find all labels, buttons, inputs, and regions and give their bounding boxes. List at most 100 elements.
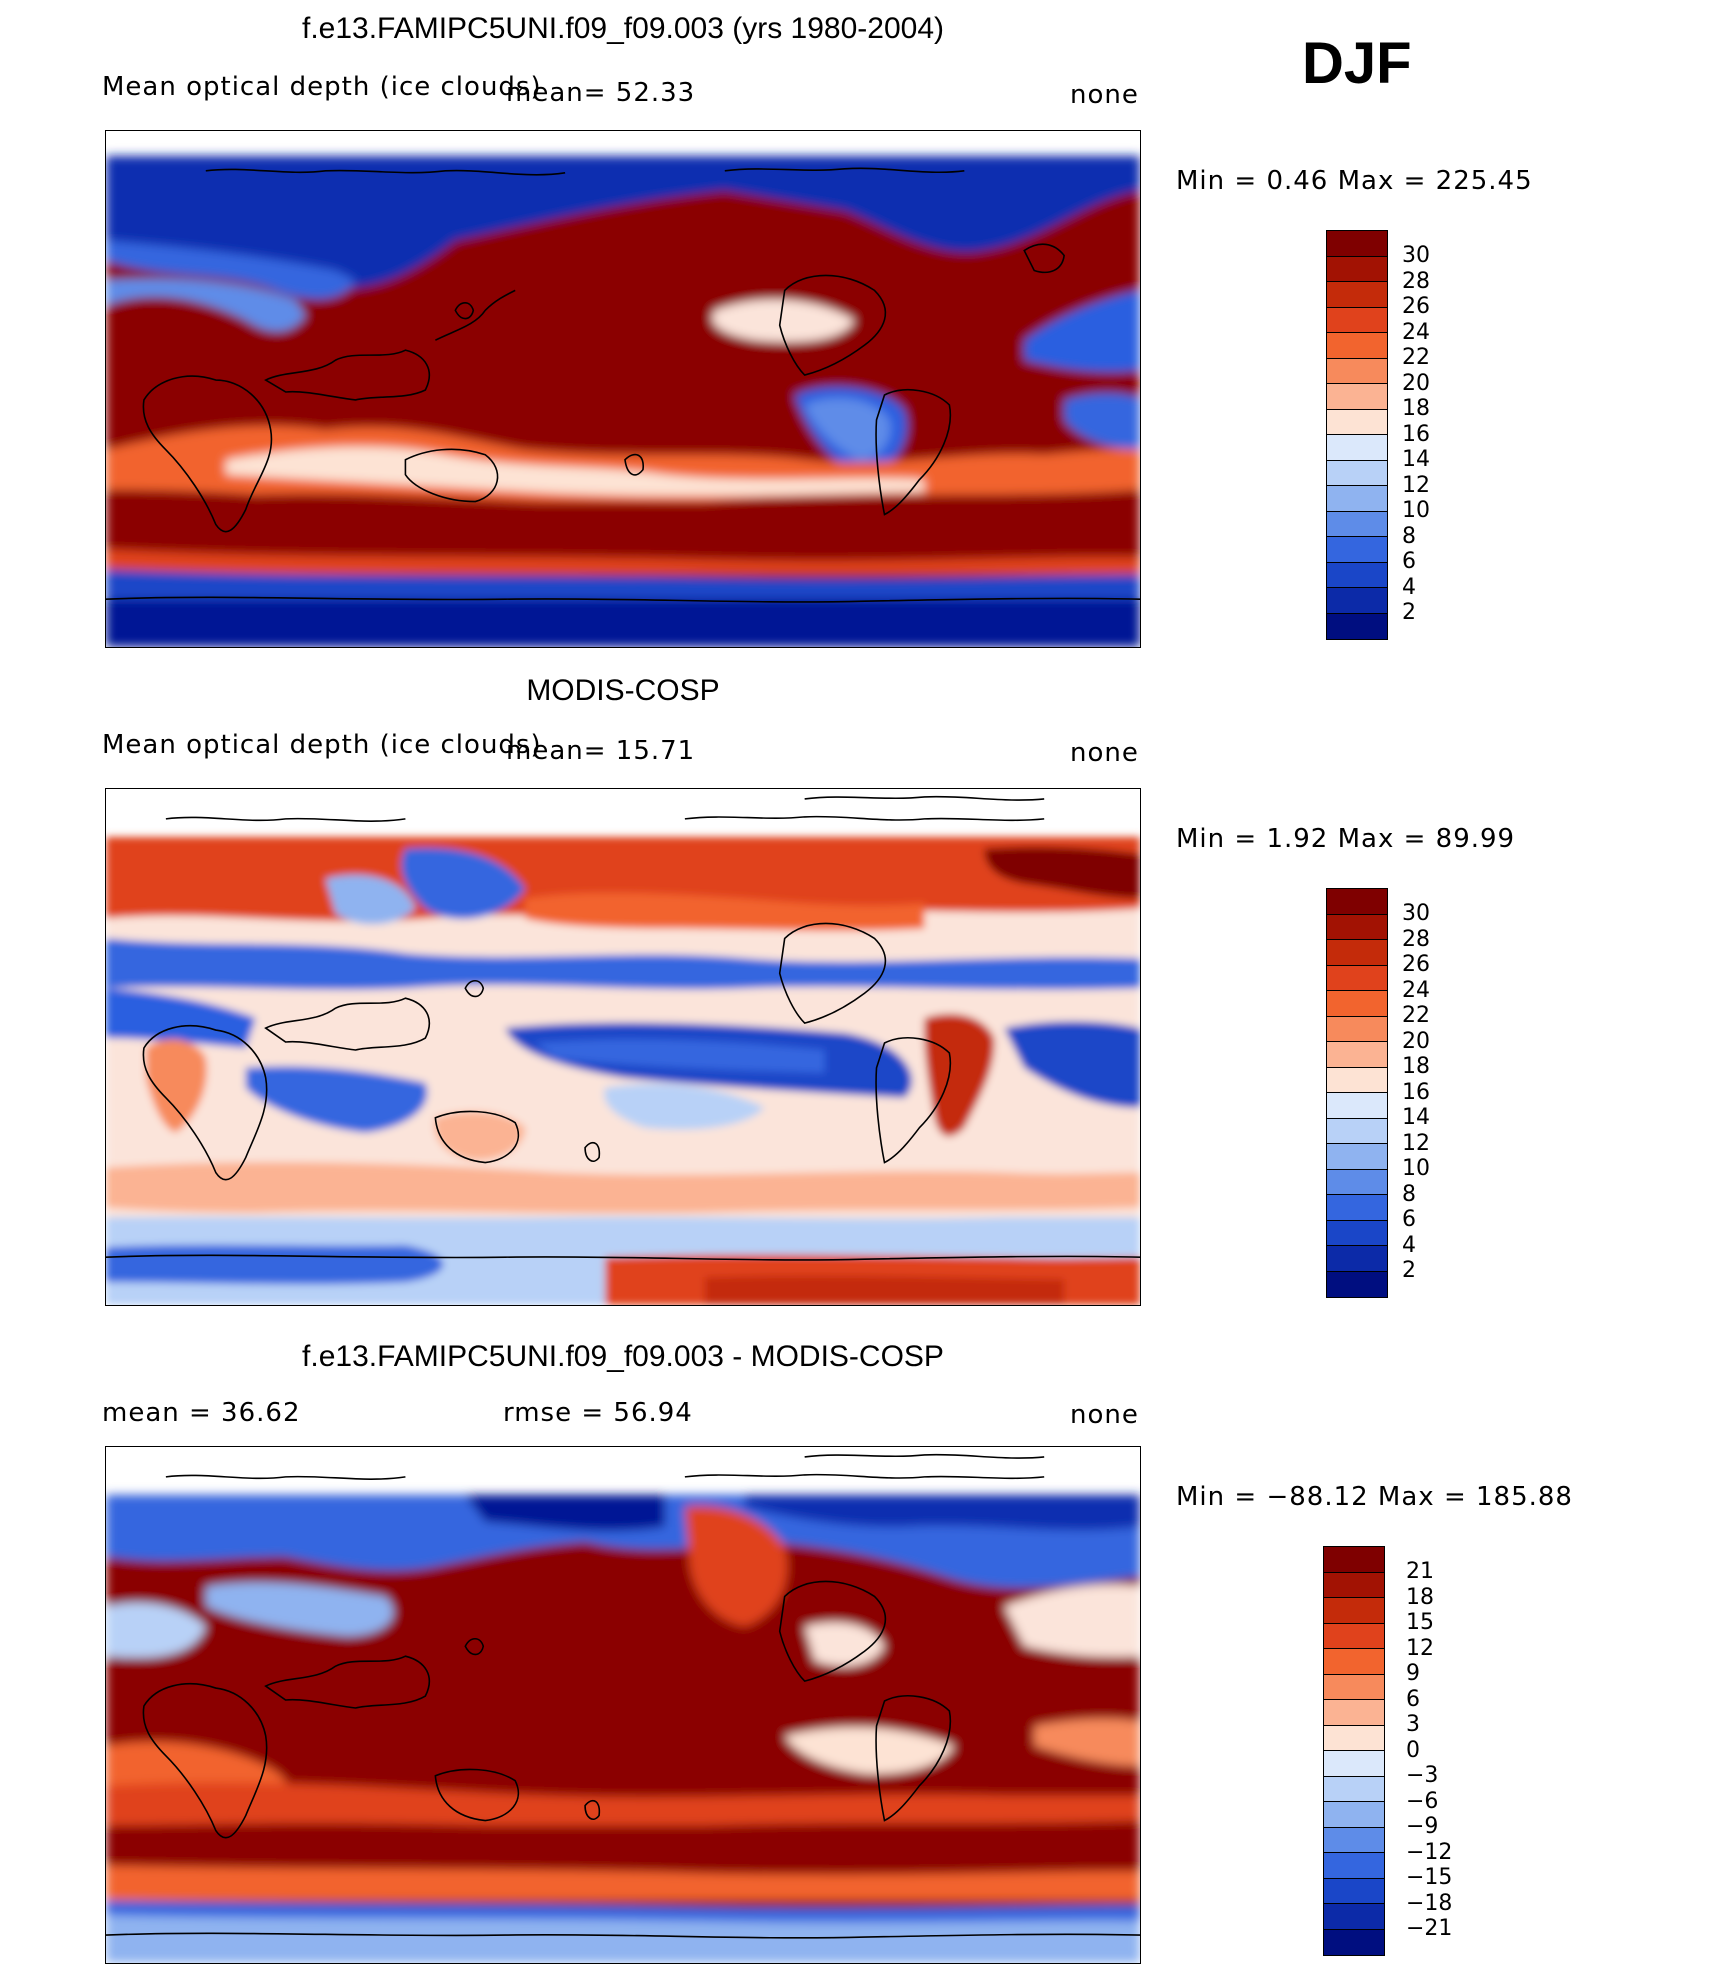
colorbar-swatch [1327,1271,1387,1297]
colorbar-swatch [1324,1547,1384,1573]
colorbar-swatch [1327,1042,1387,1068]
colorbar-tick-label: 15 [1406,1610,1434,1635]
panel-2-units-label: none [1070,738,1139,768]
colorbar-tick-label: 6 [1402,1207,1416,1232]
colorbar-swatch [1327,231,1387,257]
colorbar-swatch [1324,1827,1384,1853]
colorbar-swatch [1324,1649,1384,1675]
season-label: DJF [1302,31,1412,96]
panel-1-colorbar [1326,230,1388,640]
colorbar-tick-label: 8 [1402,523,1416,549]
colorbar-swatch [1327,1169,1387,1195]
panel-3-min-max: Min = −88.12 Max = 185.88 [1176,1482,1573,1512]
panel-2-colorbar [1326,888,1388,1298]
colorbar-swatch [1327,889,1387,915]
colorbar-swatch [1327,991,1387,1017]
colorbar-swatch [1327,460,1387,486]
colorbar-swatch [1324,1878,1384,1904]
colorbar-tick-label: 8 [1402,1181,1416,1207]
colorbar-swatch [1327,1067,1387,1093]
colorbar-swatch [1327,307,1387,333]
colorbar-swatch [1327,1118,1387,1144]
colorbar-tick-label: −6 [1406,1788,1439,1814]
colorbar-tick-label: 26 [1402,952,1430,977]
colorbar-swatch [1327,1246,1387,1272]
panel-3-units-label: none [1070,1400,1139,1430]
colorbar-swatch [1327,435,1387,461]
colorbar-swatch [1327,384,1387,410]
colorbar-tick-label: 2 [1402,1258,1416,1283]
panel-1-min-max: Min = 0.46 Max = 225.45 [1176,166,1533,196]
panel-2-mean-label: mean= 15.71 [506,736,696,766]
panel-3-colorbar [1323,1546,1385,1956]
colorbar-tick-label: 18 [1406,1584,1434,1610]
colorbar-tick-label: 30 [1402,243,1430,268]
colorbar-swatch [1324,1725,1384,1751]
colorbar-tick-label: 6 [1406,1686,1420,1712]
colorbar-tick-label: 3 [1406,1712,1420,1737]
colorbar-swatch [1324,1598,1384,1624]
colorbar-swatch [1324,1700,1384,1726]
colorbar-swatch [1324,1751,1384,1777]
colorbar-tick-label: 24 [1402,319,1430,345]
panel-1-map [105,130,1141,648]
colorbar-tick-label: 20 [1402,1028,1430,1054]
colorbar-swatch [1327,1016,1387,1042]
colorbar-tick-label: 12 [1406,1635,1434,1661]
colorbar-tick-label: −3 [1406,1763,1439,1788]
colorbar-swatch [1327,940,1387,966]
colorbar-swatch [1324,1572,1384,1598]
colorbar-swatch [1324,1904,1384,1930]
colorbar-tick-label: 2 [1402,600,1416,625]
colorbar-tick-label: 16 [1402,421,1430,447]
panel-3-title: f.e13.FAMIPC5UNI.f09_f09.003 - MODIS-COS… [302,1340,944,1373]
panel-3-map [105,1446,1141,1964]
colorbar-swatch [1327,333,1387,359]
colorbar-tick-label: −15 [1406,1865,1453,1890]
colorbar-tick-label: 14 [1402,447,1430,472]
colorbar-swatch [1327,1144,1387,1170]
colorbar-swatch [1327,1093,1387,1119]
colorbar-tick-label: −21 [1406,1916,1453,1941]
colorbar-tick-label: 26 [1402,294,1430,319]
colorbar-swatch [1324,1929,1384,1955]
panel-3-mean-label: mean = 36.62 [102,1398,301,1428]
colorbar-swatch [1324,1802,1384,1828]
colorbar-tick-label: 12 [1402,1130,1430,1156]
colorbar-swatch [1327,1195,1387,1221]
panel-3-rmse-label: rmse = 56.94 [503,1398,693,1428]
colorbar-swatch [1327,511,1387,537]
colorbar-swatch [1327,358,1387,384]
colorbar-tick-label: 4 [1402,1232,1416,1258]
colorbar-tick-label: −12 [1406,1839,1453,1865]
panel-2-min-max: Min = 1.92 Max = 89.99 [1176,824,1516,854]
colorbar-tick-label: 10 [1402,498,1430,523]
colorbar-tick-label: 12 [1402,472,1430,498]
colorbar-tick-label: 6 [1402,549,1416,574]
colorbar-tick-label: 30 [1402,901,1430,926]
colorbar-swatch [1327,486,1387,512]
panel-1-variable-label: Mean optical depth (ice clouds) [102,72,542,102]
colorbar-swatch [1324,1776,1384,1802]
colorbar-swatch [1327,282,1387,308]
colorbar-tick-label: 22 [1402,345,1430,370]
colorbar-swatch [1327,537,1387,563]
colorbar-swatch [1327,409,1387,435]
colorbar-swatch [1324,1853,1384,1879]
colorbar-swatch [1324,1674,1384,1700]
colorbar-swatch [1327,1220,1387,1246]
panel-1-title: f.e13.FAMIPC5UNI.f09_f09.003 (yrs 1980-2… [301,12,944,45]
colorbar-tick-label: 14 [1402,1105,1430,1130]
colorbar-swatch [1327,256,1387,282]
colorbar-tick-label: −9 [1406,1814,1439,1839]
colorbar-swatch [1327,914,1387,940]
colorbar-swatch [1327,965,1387,991]
colorbar-tick-label: 28 [1402,268,1430,294]
colorbar-swatch [1327,562,1387,588]
colorbar-tick-label: 22 [1402,1003,1430,1028]
colorbar-tick-label: 10 [1402,1156,1430,1181]
colorbar-swatch [1327,613,1387,639]
colorbar-tick-label: 21 [1406,1559,1434,1584]
panel-1-mean-label: mean= 52.33 [506,78,696,108]
panel-1-units-label: none [1070,80,1139,110]
